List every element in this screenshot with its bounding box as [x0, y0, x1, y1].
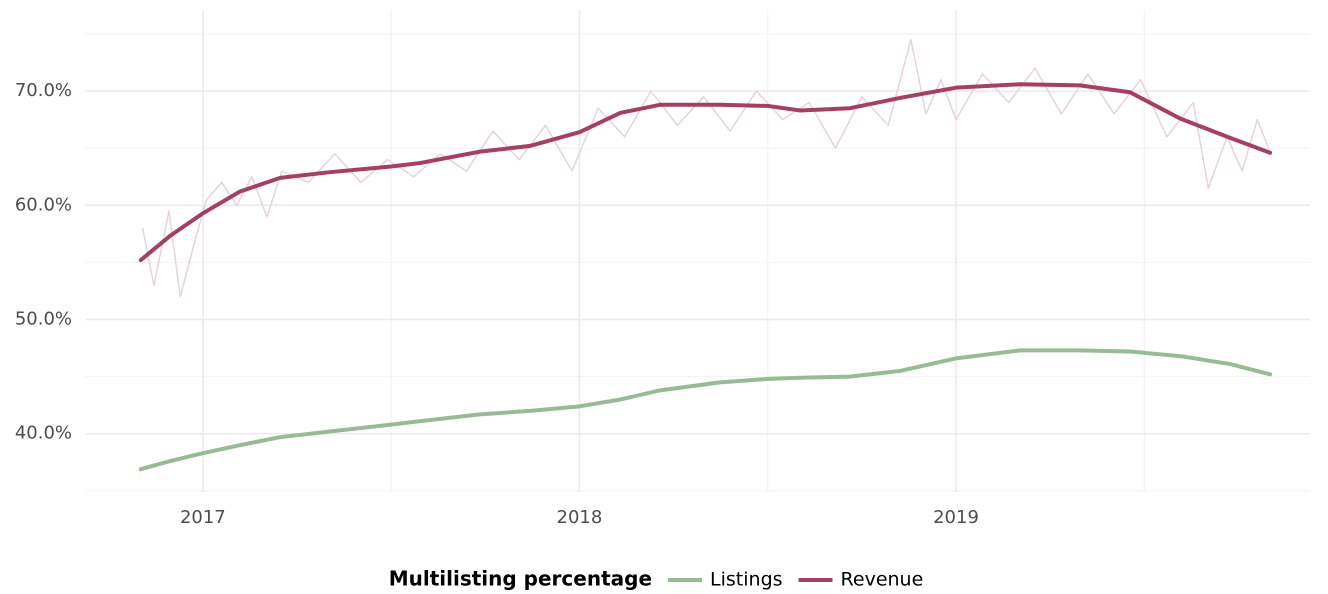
x-tick-label: 2019	[933, 507, 979, 528]
x-tick-label: 2017	[180, 507, 226, 528]
legend-label: Listings	[710, 569, 783, 591]
series-line	[138, 348, 1273, 472]
y-tick-label: 60.0%	[15, 194, 72, 215]
y-tick-label: 50.0%	[15, 309, 72, 330]
y-tick-label: 40.0%	[15, 423, 72, 444]
legend-title: Multilisting percentage	[389, 567, 652, 591]
x-tick-label: 2018	[557, 507, 603, 528]
series-line	[138, 82, 1273, 263]
legend-label: Revenue	[841, 569, 924, 591]
y-tick-label: 70.0%	[15, 80, 72, 101]
series-line	[141, 38, 1270, 298]
